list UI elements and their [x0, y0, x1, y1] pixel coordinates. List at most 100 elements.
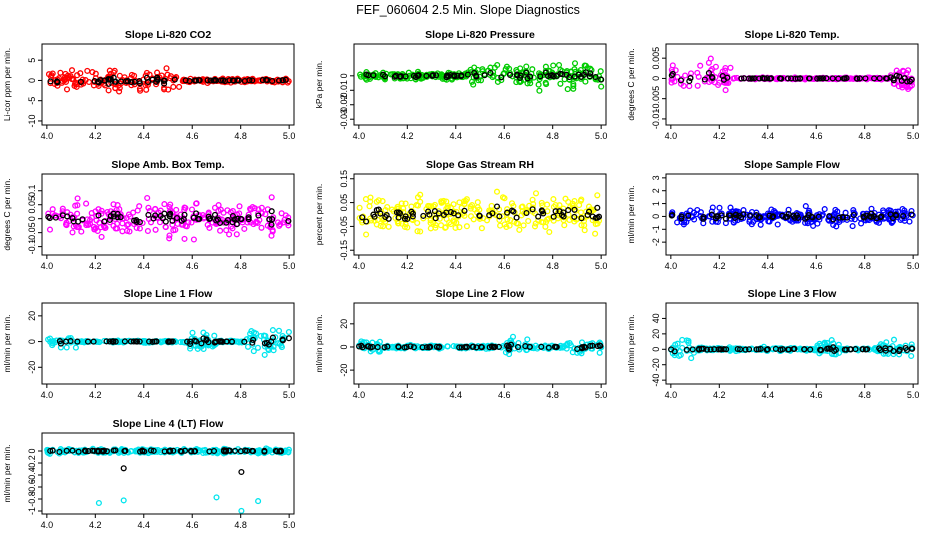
reference-point: [211, 339, 218, 346]
reference-point: [191, 448, 198, 455]
reference-point: [707, 346, 714, 353]
reference-point: [687, 75, 694, 82]
reference-point: [136, 338, 143, 345]
reference-point: [769, 214, 776, 221]
reference-point: [876, 75, 883, 82]
plot-frame: [41, 173, 295, 256]
data-point: [470, 81, 477, 88]
data-point: [821, 206, 828, 213]
reference-point: [542, 69, 549, 76]
reference-point: [95, 212, 102, 219]
plot-frame: [353, 302, 607, 385]
reference-point: [249, 77, 256, 84]
y-axis-label: ml/min per min.: [2, 314, 12, 372]
reference-point: [112, 338, 119, 345]
x-tick-label: 4.6: [186, 390, 199, 400]
data-point: [523, 63, 530, 70]
data-point: [145, 204, 152, 211]
reference-point: [150, 447, 157, 454]
data-point: [119, 228, 126, 235]
data-point: [575, 69, 582, 76]
reference-point: [114, 214, 121, 221]
reference-point: [52, 214, 59, 221]
reference-point: [56, 338, 63, 345]
reference-point: [266, 216, 273, 223]
reference-point: [463, 343, 470, 350]
reference-point: [279, 336, 286, 343]
data-point: [542, 63, 549, 70]
data-point: [233, 231, 240, 238]
reference-point: [268, 221, 275, 228]
data-point: [69, 229, 76, 236]
reference-point: [91, 447, 98, 454]
data-point: [398, 220, 406, 227]
y-axis-label: percent per min.: [314, 184, 324, 245]
reference-point: [585, 208, 593, 215]
y-tick-label: -1: [27, 507, 37, 515]
reference-point: [722, 215, 729, 222]
reference-point: [841, 346, 848, 353]
data-point: [200, 449, 207, 457]
data-point: [181, 235, 188, 242]
y-tick-label: -0.005: [651, 86, 661, 112]
data-point: [682, 72, 689, 79]
reference-point: [238, 216, 245, 223]
chart-panel: Slope Li-820 Pressure kPa per min. 4.0 4.2 4…: [314, 29, 607, 141]
reference-point: [178, 448, 185, 455]
data-point: [48, 72, 55, 79]
y-axis-label: kPa per min.: [314, 61, 324, 109]
y-axis-label: degrees C per min.: [626, 48, 636, 120]
data-point: [561, 222, 568, 229]
data-point: [204, 221, 211, 228]
x-tick-label: 4.8: [858, 261, 871, 271]
reference-point: [245, 216, 252, 223]
y-tick-label: 5: [27, 58, 37, 63]
data-point: [477, 77, 485, 84]
data-point: [508, 200, 516, 207]
reference-point: [476, 212, 483, 220]
reference-point: [359, 214, 366, 221]
reference-point: [217, 219, 224, 226]
reference-point: [110, 74, 117, 81]
data-point: [213, 494, 220, 501]
data-point: [442, 224, 449, 231]
x-tick-label: 4.0: [41, 131, 54, 141]
data-point: [501, 195, 508, 202]
reference-point: [669, 70, 676, 77]
y-tick-label: -0.6: [27, 479, 37, 495]
reference-point: [152, 212, 159, 219]
reference-point: [683, 346, 690, 353]
reference-point: [188, 448, 195, 455]
data-point: [880, 207, 887, 214]
data-point: [581, 62, 588, 69]
reference-point: [161, 80, 168, 87]
data-point: [816, 216, 823, 223]
data-point: [105, 87, 112, 94]
x-tick-label: 4.4: [138, 261, 151, 271]
reference-point: [877, 346, 884, 354]
reference-point: [893, 72, 900, 79]
data-point: [897, 216, 904, 224]
y-axis-label: ml/min per min.: [2, 444, 12, 502]
x-tick-label: 4.4: [762, 131, 775, 141]
reference-point: [103, 448, 110, 455]
data-point: [238, 507, 245, 514]
data-point: [190, 236, 197, 243]
data-point: [236, 203, 243, 210]
data-point: [516, 226, 523, 233]
data-point: [417, 198, 424, 205]
data-point: [363, 231, 370, 238]
data-point: [456, 199, 463, 206]
reference-point: [250, 336, 257, 343]
data-point: [215, 207, 222, 214]
reference-point: [487, 69, 494, 76]
reference-point: [196, 77, 203, 84]
data-point: [384, 203, 391, 211]
reference-point: [249, 447, 256, 454]
reference-point: [830, 216, 837, 223]
data-point: [525, 217, 532, 225]
data-point: [679, 336, 686, 343]
x-tick-label: 4.0: [41, 390, 54, 400]
data-point: [193, 200, 200, 207]
reference-point: [766, 212, 773, 219]
